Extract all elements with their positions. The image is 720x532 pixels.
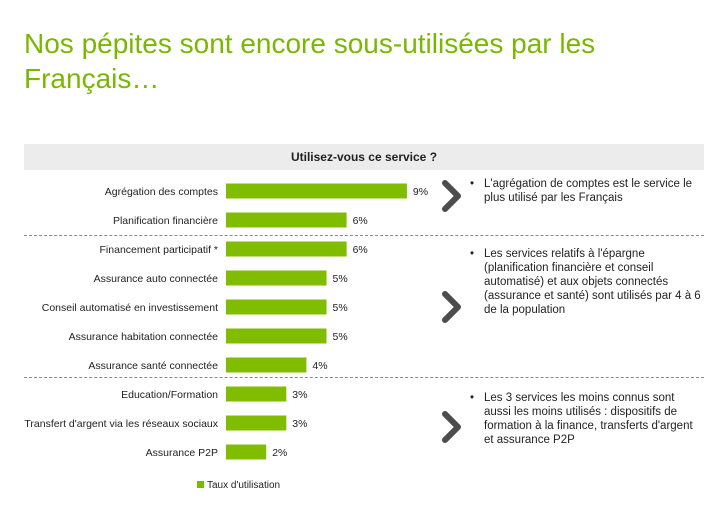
value-label: 5% (333, 331, 348, 343)
value-label: 2% (272, 447, 287, 459)
category-label: Assurance auto connectée (94, 273, 218, 285)
legend-swatch (197, 481, 204, 488)
value-label: 5% (333, 273, 348, 285)
note-3: • Les 3 services les moins connus sont a… (470, 391, 702, 447)
bar (226, 270, 327, 286)
chevron-right-icon (442, 180, 461, 212)
bullet: • (470, 248, 475, 260)
category-label: Education/Formation (121, 389, 218, 401)
bar (226, 386, 287, 402)
bar (226, 357, 307, 373)
value-label: 6% (353, 244, 368, 256)
note-2: • Les services relatifs à l'épargne (pla… (470, 247, 702, 317)
bar (226, 212, 347, 228)
category-label: Assurance P2P (146, 447, 218, 459)
chevron-right-icon (442, 291, 461, 323)
bar (226, 241, 347, 257)
bar (226, 299, 327, 315)
category-label: Transfert d'argent via les réseaux socia… (24, 418, 218, 430)
bullet: • (470, 178, 475, 190)
value-label: 3% (292, 389, 307, 401)
bar (226, 444, 267, 460)
category-label: Planification financière (113, 215, 218, 227)
legend-label: Taux d'utilisation (207, 480, 281, 491)
note-text: Les 3 services les moins connus sont aus… (484, 392, 693, 446)
chevron-right-icon (442, 411, 461, 443)
category-label: Conseil automatisé en investissement (42, 302, 218, 314)
category-label: Financement participatif * (100, 244, 218, 256)
value-label: 5% (333, 302, 348, 314)
category-label: Assurance habitation connectée (69, 331, 219, 343)
bar (226, 183, 407, 199)
legend: Taux d'utilisation (197, 479, 280, 493)
bullet: • (470, 392, 475, 404)
note-1: • L'agrégation de comptes est le service… (470, 177, 702, 205)
value-label: 3% (292, 418, 307, 430)
chart-question: Utilisez-vous ce service ? (290, 150, 438, 164)
bar (226, 415, 287, 431)
note-text: L'agrégation de comptes est le service l… (484, 178, 693, 204)
value-label: 4% (312, 360, 327, 372)
group-divider-1 (24, 235, 704, 236)
group-divider-2 (24, 377, 704, 378)
value-label: 9% (413, 186, 428, 198)
page-title: Nos pépites sont encore sous-utilisées p… (24, 28, 596, 94)
note-text: Les services relatifs à l'épargne (plani… (484, 248, 701, 316)
bar (226, 328, 327, 344)
value-label: 6% (353, 215, 368, 227)
category-label: Agrégation des comptes (105, 186, 218, 198)
chart-header-bar: Utilisez-vous ce service ? (24, 144, 704, 170)
category-label: Assurance santé connectée (88, 360, 218, 372)
